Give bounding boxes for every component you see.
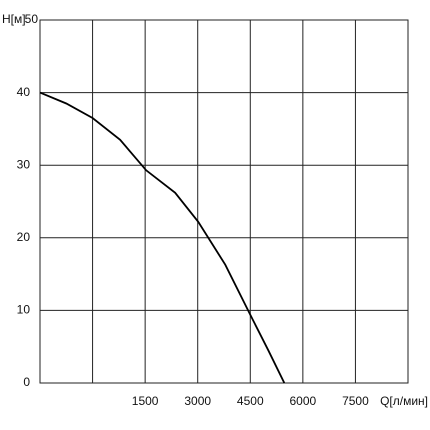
x-tick-label: 7500 [342,394,369,408]
x-tick-label: 4500 [237,394,264,408]
y-tick-label: 0 [23,375,30,389]
y-tick-label: 40 [17,85,31,99]
curve [39,91,286,384]
y-tick-label: 30 [17,157,31,171]
plot-frame [39,19,409,384]
x-axis-label: Q[л/мин] [380,394,428,408]
x-tick-label: 3000 [184,394,211,408]
y-tick-label: 10 [17,303,31,317]
y-tick-label: 50 [25,12,39,26]
y-axis-label: H[м] [2,12,26,26]
y-tick-label: 20 [17,230,31,244]
x-tick-label: 6000 [290,394,317,408]
x-tick-label: 1500 [132,394,159,408]
